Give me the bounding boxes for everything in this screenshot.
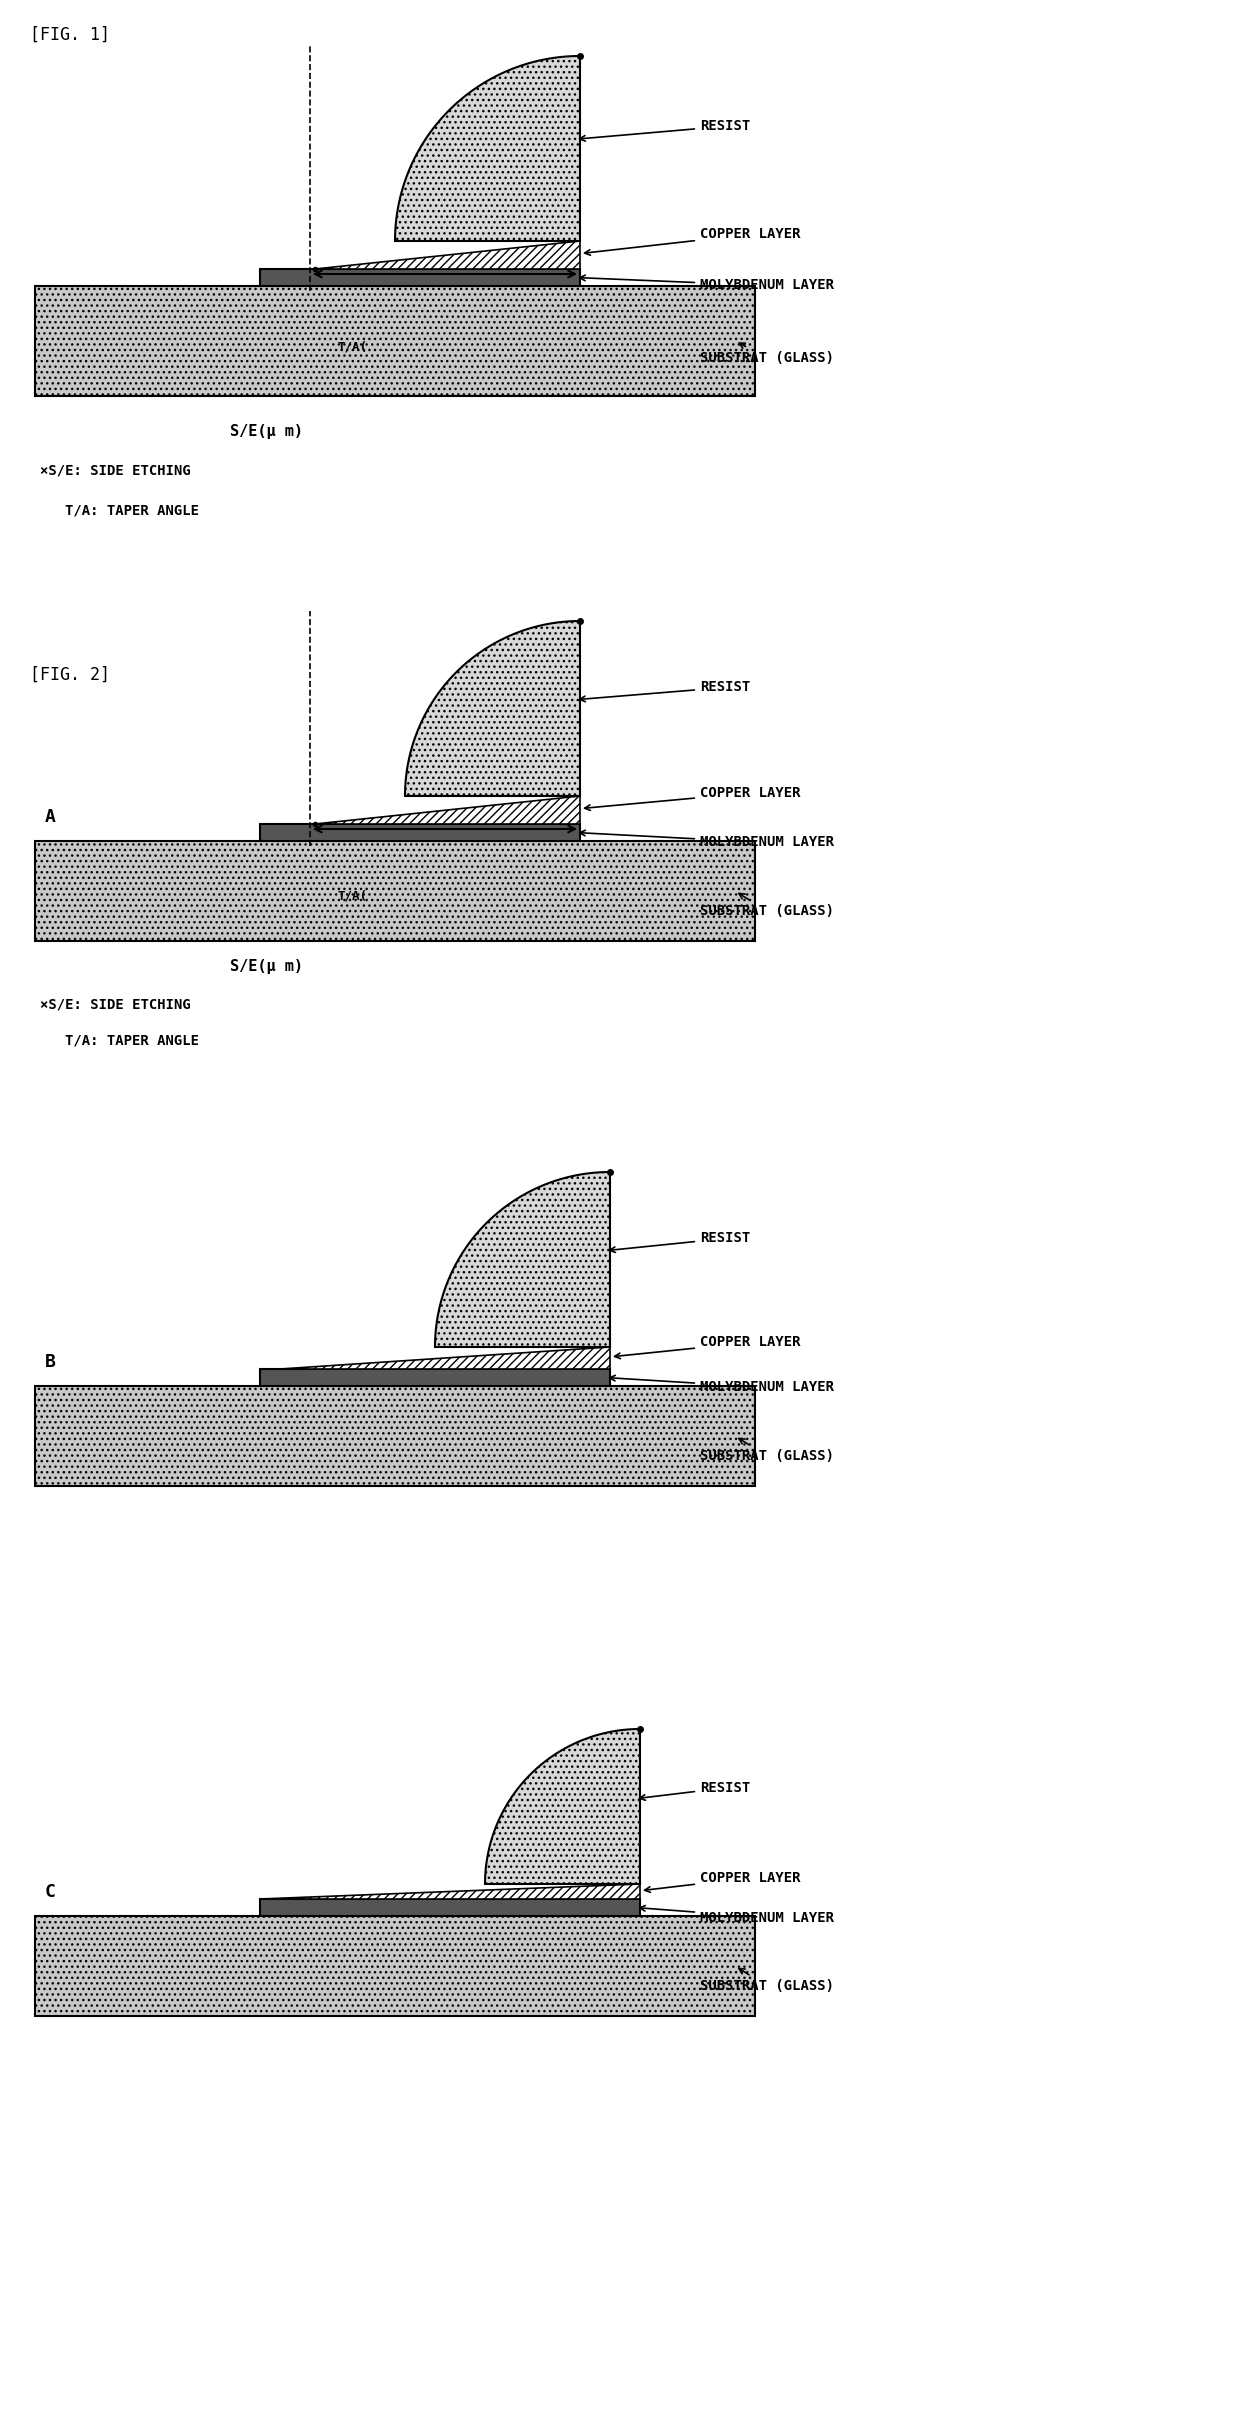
Text: ×S/E: SIDE ETCHING: ×S/E: SIDE ETCHING bbox=[40, 463, 191, 478]
Text: MOLYBDENUM LAYER: MOLYBDENUM LAYER bbox=[610, 1376, 835, 1395]
Bar bbox=[35, 286, 755, 395]
Text: [FIG. 2]: [FIG. 2] bbox=[30, 667, 110, 684]
Text: S/E(μ m): S/E(μ m) bbox=[229, 958, 303, 973]
Bar bbox=[35, 1385, 755, 1487]
Text: A: A bbox=[45, 808, 56, 825]
Text: MOLYBDENUM LAYER: MOLYBDENUM LAYER bbox=[579, 274, 835, 294]
Bar bbox=[35, 842, 755, 941]
Text: RESIST: RESIST bbox=[579, 119, 750, 141]
Bar bbox=[260, 269, 580, 286]
Text: RESIST: RESIST bbox=[610, 1232, 750, 1252]
Text: SUBSTRAT (GLASS): SUBSTRAT (GLASS) bbox=[701, 1439, 835, 1463]
Polygon shape bbox=[260, 1885, 640, 1900]
Polygon shape bbox=[435, 1172, 610, 1346]
Text: T/A: TAPER ANGLE: T/A: TAPER ANGLE bbox=[64, 505, 198, 519]
Text: T/A(: T/A( bbox=[337, 890, 367, 902]
Polygon shape bbox=[315, 796, 580, 825]
Polygon shape bbox=[280, 1346, 610, 1368]
Bar bbox=[35, 1917, 755, 2016]
Text: COPPER LAYER: COPPER LAYER bbox=[645, 1870, 801, 1892]
Text: B: B bbox=[45, 1354, 56, 1371]
Text: T/A: TAPER ANGLE: T/A: TAPER ANGLE bbox=[64, 1033, 198, 1048]
Text: SUBSTRAT (GLASS): SUBSTRAT (GLASS) bbox=[701, 893, 835, 917]
Bar bbox=[260, 825, 580, 842]
Text: COPPER LAYER: COPPER LAYER bbox=[584, 228, 801, 255]
Text: [FIG. 1]: [FIG. 1] bbox=[30, 27, 110, 44]
Polygon shape bbox=[405, 621, 580, 796]
Text: T/A(: T/A( bbox=[337, 340, 367, 354]
Text: S/E(μ m): S/E(μ m) bbox=[229, 425, 303, 439]
Polygon shape bbox=[396, 56, 580, 240]
Text: RESIST: RESIST bbox=[579, 682, 750, 701]
Text: SUBSTRAT (GLASS): SUBSTRAT (GLASS) bbox=[701, 342, 835, 364]
Text: MOLYBDENUM LAYER: MOLYBDENUM LAYER bbox=[640, 1904, 835, 1924]
Text: COPPER LAYER: COPPER LAYER bbox=[584, 786, 801, 810]
Bar bbox=[260, 1368, 610, 1385]
Text: C: C bbox=[45, 1883, 56, 1902]
Polygon shape bbox=[315, 240, 580, 269]
Polygon shape bbox=[485, 1730, 640, 1885]
Text: ×S/E: SIDE ETCHING: ×S/E: SIDE ETCHING bbox=[40, 997, 191, 1012]
Bar bbox=[260, 1900, 640, 1917]
Text: RESIST: RESIST bbox=[640, 1781, 750, 1800]
Text: COPPER LAYER: COPPER LAYER bbox=[615, 1334, 801, 1359]
Text: SUBSTRAT (GLASS): SUBSTRAT (GLASS) bbox=[701, 1967, 835, 1994]
Text: MOLYBDENUM LAYER: MOLYBDENUM LAYER bbox=[579, 830, 835, 849]
